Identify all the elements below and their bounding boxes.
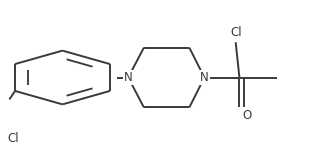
Text: O: O — [243, 109, 252, 122]
Text: Cl: Cl — [230, 26, 242, 39]
Text: N: N — [200, 71, 209, 84]
Text: Cl: Cl — [7, 132, 19, 145]
Text: N: N — [124, 71, 133, 84]
